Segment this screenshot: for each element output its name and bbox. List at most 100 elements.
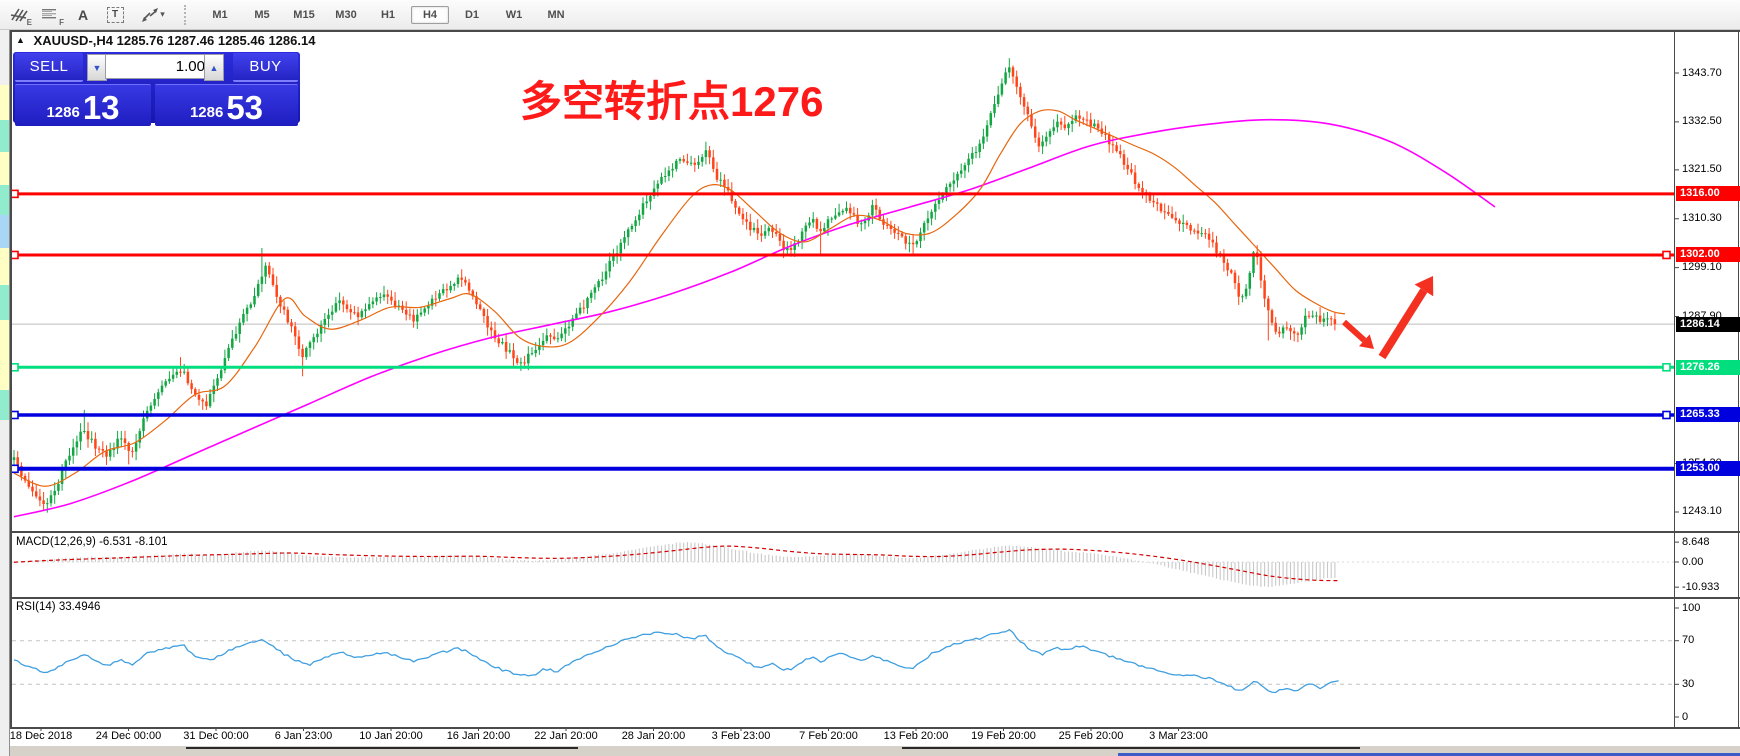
down-move-arrow[interactable] [1341, 319, 1374, 349]
line-handle[interactable] [10, 250, 19, 260]
ma-slow-line [13, 118, 1496, 518]
price-level-badge-1265.33: 1265.33 [1676, 407, 1740, 423]
price-tick-label: 1321.50 [1682, 163, 1722, 176]
candlestick-series [12, 58, 1337, 513]
bid-price-points: 13 [82, 89, 120, 126]
diagonal-arrows-icon[interactable]: ▾ [134, 4, 172, 26]
ask-price-points: 53 [226, 89, 264, 126]
icon-sub-label: F [59, 17, 64, 27]
market-watch-row [0, 320, 9, 390]
collapse-triangle-icon[interactable]: ▲ [16, 35, 25, 45]
grid-dots-icon[interactable]: F [38, 4, 64, 27]
text-a-icon[interactable]: A [77, 6, 89, 23]
price-tick-label: 1343.70 [1682, 66, 1722, 79]
timeframe-button-M5[interactable]: M5 [254, 8, 270, 21]
time-tick-label: 19 Feb 20:00 [971, 730, 1036, 742]
ohlc-info-line: ▲ XAUUSD-,H4 1285.76 1287.46 1285.46 128… [16, 33, 315, 48]
top-toolbar: E F A T ▾ M1 M5 M15 M30 H1 H4 D1 W1 MN [0, 0, 1740, 30]
sell-button[interactable]: SELL [15, 53, 83, 82]
timeframe-button-H4[interactable]: H4 [411, 5, 449, 24]
market-watch-row [0, 285, 9, 320]
ma-fast-line [13, 109, 1346, 487]
timeframe-button-group: M1 M5 M15 M30 H1 H4 D1 W1 MN [199, 5, 577, 24]
market-watch-edge[interactable] [0, 29, 9, 756]
rsi-tick-label: 100 [1682, 601, 1701, 614]
price-tick-label: 1243.10 [1682, 505, 1722, 518]
indicator-hatch-icon[interactable]: E [6, 4, 32, 27]
time-tick-label: 13 Feb 20:00 [883, 730, 949, 742]
line-handle[interactable] [1662, 362, 1671, 372]
rsi-indicator-label: RSI(14) 33.4946 [16, 601, 101, 613]
current-price-badge: 1286.14 [1676, 316, 1740, 332]
market-watch-row [0, 215, 9, 248]
timeframe-button-M15[interactable]: M15 [293, 8, 315, 21]
up-trend-arrow[interactable] [1378, 276, 1434, 360]
volume-increase-button[interactable]: ▲ [204, 54, 224, 81]
pane-border [10, 531, 1740, 533]
ask-price-box[interactable]: 1286 53 [155, 84, 298, 126]
bid-price-prefix: 1286 [46, 104, 80, 121]
price-level-badge-1253.00: 1253.00 [1676, 461, 1740, 477]
market-watch-row [0, 152, 9, 185]
chart-text-annotation[interactable]: 多空转折点1276 [520, 78, 824, 125]
rsi-tick-label: 30 [1682, 677, 1695, 690]
text-box-icon[interactable]: T [102, 4, 128, 26]
price-level-badge-1302.00: 1302.00 [1676, 247, 1740, 263]
pane-border [10, 30, 1740, 32]
time-tick-label: 25 Feb 20:00 [1058, 730, 1124, 742]
ask-price-prefix: 1286 [189, 104, 224, 121]
timeframe-button-M1[interactable]: M1 [212, 8, 228, 21]
toolbar-separator [184, 4, 191, 25]
pane-border [1738, 30, 1740, 727]
window-divider[interactable] [9, 29, 10, 756]
macd-histogram [13, 542, 1336, 587]
pane-border [10, 727, 1740, 729]
market-watch-row [0, 420, 9, 756]
line-handle[interactable] [10, 362, 19, 372]
line-handle[interactable] [10, 189, 19, 199]
timeframe-button-H1[interactable]: H1 [380, 8, 396, 21]
buy-button[interactable]: BUY [233, 53, 298, 82]
tiled-windows-strip[interactable] [0, 746, 1740, 756]
timeframe-button-MN[interactable]: MN [547, 8, 565, 21]
price-tick-label: 1299.10 [1682, 261, 1722, 274]
time-tick-label: 16 Jan 20:00 [446, 730, 511, 742]
macd-signal-line [13, 545, 1341, 582]
time-tick-label: 22 Jan 20:00 [534, 730, 598, 742]
time-tick-label: 18 Dec 2018 [9, 730, 73, 742]
volume-input[interactable] [105, 54, 212, 79]
macd-tick-label: -10.933 [1682, 580, 1720, 593]
time-tick-label: 3 Mar 23:00 [1149, 730, 1208, 742]
bid-price-box[interactable]: 1286 13 [15, 84, 151, 126]
timeframe-button-W1[interactable]: W1 [505, 8, 523, 21]
chart-window [10, 29, 1740, 746]
price-tick-label: 1310.30 [1682, 212, 1722, 225]
line-handle[interactable] [10, 410, 19, 420]
market-watch-row [0, 29, 9, 85]
time-tick-label: 3 Feb 23:00 [711, 730, 771, 742]
macd-indicator-label: MACD(12,26,9) -6.531 -8.101 [16, 536, 168, 548]
market-watch-row [0, 185, 9, 215]
market-watch-row [0, 248, 9, 285]
volume-decrease-button[interactable]: ▼ [87, 54, 107, 81]
line-handle[interactable] [1662, 250, 1671, 260]
rsi-line [13, 628, 1339, 694]
window-title-edge [1118, 753, 1740, 756]
pane-border [1674, 30, 1676, 727]
timeframe-button-M30[interactable]: M30 [335, 8, 357, 21]
icon-sub-label: E [26, 17, 32, 27]
pane-border [10, 30, 12, 727]
minimized-window-edge[interactable] [902, 747, 1360, 749]
price-tick-label: 1332.50 [1682, 115, 1722, 128]
market-watch-row [0, 120, 9, 152]
time-tick-label: 28 Jan 20:00 [621, 730, 686, 742]
macd-tick-label: 0.00 [1682, 555, 1704, 568]
minimized-window-edge[interactable] [186, 747, 578, 749]
line-handle[interactable] [10, 464, 19, 474]
market-watch-row [0, 85, 9, 120]
timeframe-button-D1[interactable]: D1 [464, 8, 480, 21]
one-click-trade-panel: SELL ▼ ▲ BUY 1286 13 1286 53 [13, 52, 300, 126]
line-handle[interactable] [1662, 410, 1671, 420]
